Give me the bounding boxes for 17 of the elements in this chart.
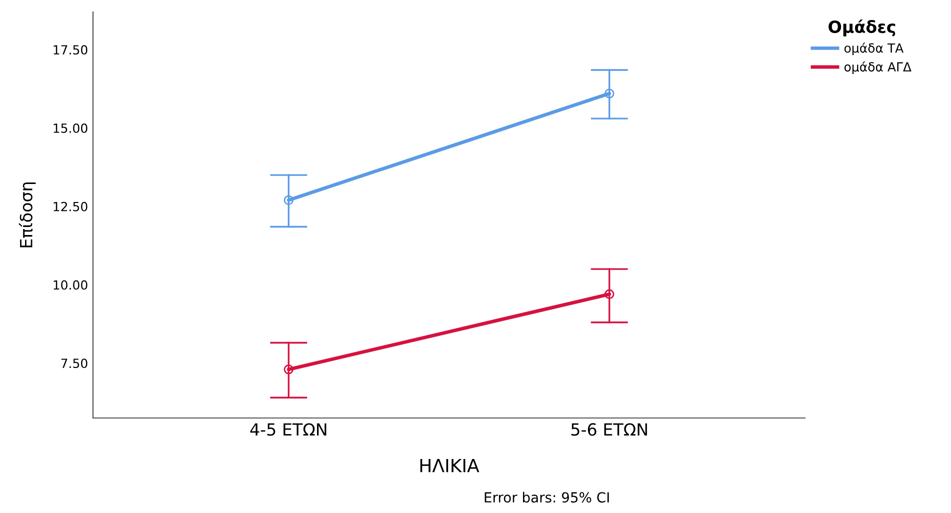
point bbox=[604, 88, 614, 98]
x-tick-label: 5-6 ΕΤΩΝ bbox=[571, 423, 647, 436]
point bbox=[284, 195, 294, 205]
x-tick-label: 4-5 ΕΤΩΝ bbox=[250, 423, 326, 436]
y-tick-label: 12.50 bbox=[54, 202, 88, 212]
text: Error bars: 95% CI bbox=[484, 492, 609, 503]
point bbox=[284, 364, 294, 374]
legend-label: ομάδα ΑΓΔ bbox=[844, 61, 912, 74]
point bbox=[604, 289, 614, 300]
y-axis-title: Επίδοση bbox=[18, 182, 36, 248]
y-tick-label: 15.00 bbox=[54, 123, 88, 133]
legend-title: Ομάδες bbox=[828, 20, 896, 36]
x-axis-title: ΗΛΙΚΙΑ bbox=[420, 458, 480, 472]
y-tick-label: 10.00 bbox=[54, 280, 88, 290]
legend-label: ομάδα ΤΑ bbox=[844, 42, 904, 56]
y-tick-label: 17.50 bbox=[54, 45, 88, 55]
y-tick-label: 7.50 bbox=[61, 358, 88, 368]
